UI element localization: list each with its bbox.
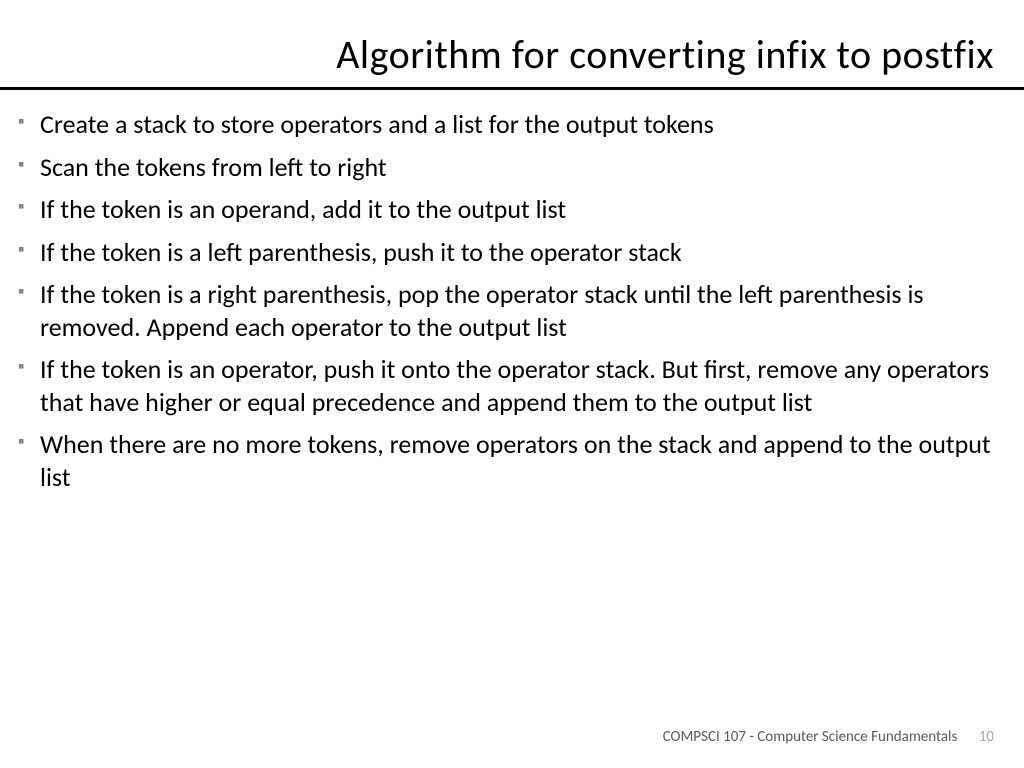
list-item: If the token is an operand, add it to th… <box>18 193 994 226</box>
footer-label: COMPSCI 107 - Computer Science Fundament… <box>663 728 958 746</box>
list-item: When there are no more tokens, remove op… <box>18 428 994 493</box>
page-number: 10 <box>979 728 994 746</box>
list-item: Create a stack to store operators and a … <box>18 108 994 141</box>
list-item: If the token is an operator, push it ont… <box>18 353 994 418</box>
slide-title: Algorithm for converting infix to postfi… <box>0 30 994 79</box>
content-area: Create a stack to store operators and a … <box>0 90 1024 493</box>
list-item: Scan the tokens from left to right <box>18 151 994 184</box>
bullet-list: Create a stack to store operators and a … <box>18 108 994 493</box>
title-area: Algorithm for converting infix to postfi… <box>0 0 1024 79</box>
list-item: If the token is a left parenthesis, push… <box>18 236 994 269</box>
list-item: If the token is a right parenthesis, pop… <box>18 278 994 343</box>
footer: COMPSCI 107 - Computer Science Fundament… <box>663 728 994 746</box>
